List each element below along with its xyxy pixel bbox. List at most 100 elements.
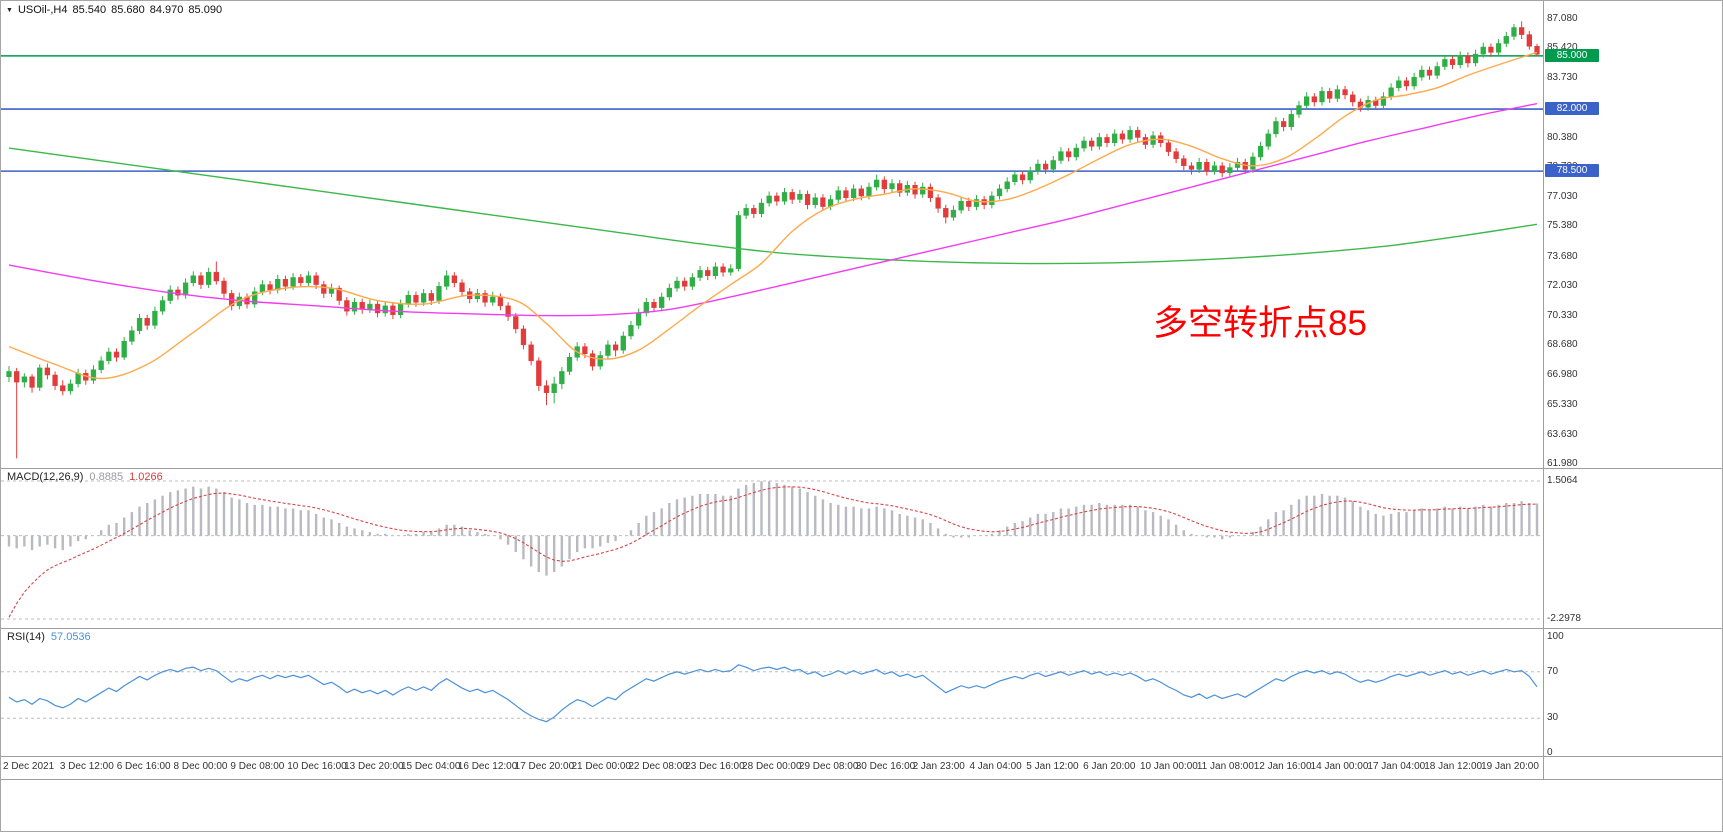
candle	[612, 344, 619, 351]
candle	[129, 330, 135, 342]
candle	[628, 325, 634, 337]
candle	[37, 367, 43, 388]
time-tick: 2 Dec 2021	[3, 761, 55, 772]
candle	[1327, 91, 1333, 99]
candle	[804, 193, 811, 206]
candle	[1250, 156, 1256, 170]
candle	[1019, 174, 1026, 181]
candle	[159, 300, 166, 312]
candle	[29, 376, 35, 388]
candle	[382, 305, 388, 314]
time-tick: 19 Jan 20:00	[1481, 761, 1539, 772]
time-tick: 9 Dec 08:00	[230, 761, 285, 772]
candle	[1119, 133, 1126, 140]
candle	[966, 201, 972, 207]
fast-MA-line	[8, 51, 1538, 380]
candle	[121, 341, 127, 358]
candle	[436, 286, 442, 301]
candle	[620, 335, 626, 351]
candle	[582, 346, 588, 354]
price-axis[interactable]: 87.08085.42083.73082.04080.38078.73077.0…	[1545, 1, 1722, 781]
candle	[1081, 140, 1087, 149]
time-tick: 12 Jan 16:00	[1253, 761, 1312, 772]
candle	[282, 279, 289, 287]
candle	[113, 351, 120, 358]
candle	[973, 199, 980, 207]
candle	[1227, 167, 1233, 174]
candle	[1511, 27, 1517, 37]
candle	[1350, 94, 1356, 103]
time-axis[interactable]: 2 Dec 2021 3 Dec 12:00 6 Dec 16:00 8 Dec 00…	[1, 761, 1722, 777]
rsi-indicator-label: RSI(14) 57.0536	[7, 631, 91, 643]
candle	[190, 275, 196, 284]
candle	[21, 376, 28, 383]
candle	[543, 385, 550, 393]
slow-MA-line	[8, 147, 1538, 265]
candle	[1065, 151, 1072, 158]
candle	[1457, 55, 1463, 65]
time-tick: 18 Jan 12:00	[1424, 761, 1483, 772]
candle	[927, 186, 934, 198]
candle	[1426, 69, 1433, 76]
candle	[1495, 43, 1502, 53]
candle	[1273, 121, 1279, 135]
candle	[451, 275, 457, 284]
candle	[1334, 89, 1341, 99]
candle	[820, 197, 826, 207]
candle	[728, 268, 734, 273]
candle	[52, 374, 58, 386]
candle	[1403, 80, 1410, 87]
time-tick: 28 Dec 00:00	[742, 761, 802, 772]
time-tick: 23 Dec 16:00	[685, 761, 745, 772]
symbol-title: ▼ USOil-,H4 85.540 85.680 84.970 85.090	[6, 4, 222, 16]
price-tick: 80.380	[1547, 131, 1578, 143]
candle	[697, 270, 703, 278]
chart-dropdown-icon[interactable]: ▼	[6, 6, 13, 14]
candle	[1488, 46, 1494, 53]
candle	[520, 328, 527, 346]
candle	[789, 192, 795, 200]
price-tick: 75.380	[1547, 220, 1578, 232]
candle	[1104, 137, 1110, 143]
candle	[106, 351, 112, 362]
candle	[420, 293, 427, 303]
price-tick: 68.680	[1547, 339, 1578, 351]
candle	[635, 312, 642, 326]
candle	[858, 188, 864, 197]
candle	[659, 296, 665, 308]
candle	[1342, 89, 1348, 96]
candle	[67, 383, 74, 392]
candle	[797, 193, 803, 200]
candle	[1165, 142, 1172, 152]
candle	[298, 277, 304, 284]
time-tick: 21 Dec 00:00	[571, 761, 632, 772]
candle	[751, 208, 757, 214]
candle	[90, 369, 97, 381]
price-level-badge: 78.500	[1545, 164, 1599, 178]
candle	[44, 367, 51, 376]
candle	[1219, 165, 1225, 174]
price-tick: 83.730	[1547, 72, 1578, 84]
time-tick: 3 Dec 12:00	[59, 761, 114, 772]
rsi-axis-tick: 30	[1547, 712, 1559, 724]
candle	[1089, 140, 1095, 147]
time-tick: 17 Jan 04:00	[1367, 761, 1426, 772]
candle	[290, 277, 296, 287]
rsi-line	[8, 664, 1538, 723]
candle	[705, 270, 711, 276]
candle	[1265, 133, 1271, 147]
candle	[766, 195, 772, 204]
candle	[305, 275, 312, 284]
candle	[812, 197, 818, 206]
candle	[198, 275, 204, 285]
candle	[835, 190, 841, 200]
candle	[1503, 36, 1509, 44]
price-tick: 87.080	[1547, 13, 1578, 24]
price-tick: 61.980	[1547, 457, 1578, 469]
candle	[1112, 133, 1118, 143]
ohlc-low: 84.970	[149, 4, 184, 16]
candle	[1073, 147, 1079, 158]
candle	[897, 183, 903, 193]
